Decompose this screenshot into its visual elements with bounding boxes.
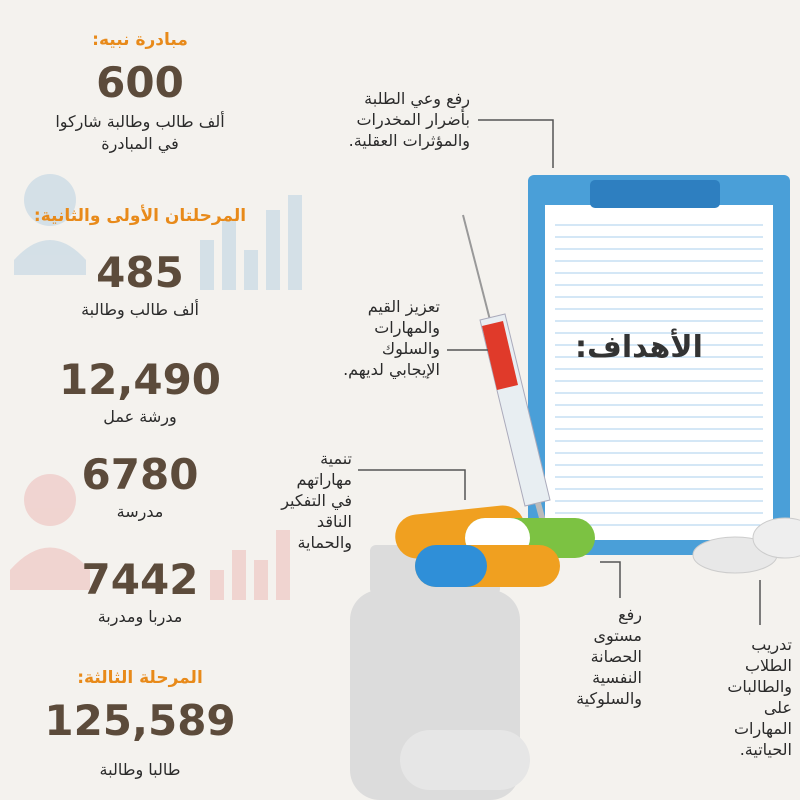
goal-line: والسلوك <box>381 339 440 358</box>
goal-line: على <box>763 698 792 717</box>
tablets <box>692 517 800 574</box>
stat-number: 485 <box>96 248 184 297</box>
clip <box>590 180 720 208</box>
stat-number: 6780 <box>81 450 199 499</box>
leader-lines <box>358 119 761 625</box>
heading: مبادرة نبيه: <box>92 30 188 50</box>
goal-line: الطلاب <box>744 656 792 675</box>
stat-caption: ورشة عمل <box>103 407 177 426</box>
goal-line: النفسية <box>592 668 642 687</box>
goal-line: والطالبات <box>727 677 792 696</box>
stat-number: 7442 <box>81 555 199 604</box>
goal-line: في التفكير <box>281 491 352 510</box>
goal-line: والمهارات <box>374 318 440 337</box>
goal-line: والمؤثرات العقلية. <box>348 131 470 150</box>
goal-line: رفع وعي الطلبة <box>364 89 470 108</box>
goal-line: تعزيز القيم <box>367 297 440 316</box>
paper <box>545 205 773 540</box>
goal-line: والحماية <box>297 533 352 552</box>
heading: المرحلة الثالثة: <box>77 668 203 688</box>
goal-line: مهاراتهم <box>296 470 352 489</box>
goal-line: المهارات <box>733 719 792 738</box>
capsules <box>395 505 595 587</box>
heading: المرحلتان الأولى والثانية: <box>33 206 247 226</box>
goal-line: الحياتية. <box>739 740 792 759</box>
stat-caption: ألف طالب وطالبة <box>81 300 199 319</box>
goal-line: الناقد <box>316 512 352 531</box>
stat-number: 600 <box>96 58 184 107</box>
goal-line: بأضرار المخدرات <box>356 110 470 129</box>
goal-line: تدريب <box>751 635 792 654</box>
goal-line: الإيجابي لديهم. <box>343 360 440 379</box>
goal-line: والسلوكية <box>576 689 642 708</box>
stat-number: 12,490 <box>58 355 222 404</box>
stat-caption: في المبادرة <box>101 134 179 153</box>
stat-caption: ألف طالب وطالبة شاركوا <box>55 112 225 131</box>
stat-caption: مدرسة <box>116 502 164 521</box>
background-icons <box>10 174 302 600</box>
goal-line: الحصانة <box>590 647 642 666</box>
goals-title: الأهداف: <box>575 330 703 365</box>
stat-caption: مدربا ومدربة <box>97 607 183 626</box>
stat-number: 125,589 <box>44 696 236 745</box>
paper-lines <box>555 224 763 526</box>
goal-line: مستوى <box>593 626 642 645</box>
goal-line: رفع <box>618 605 642 624</box>
goal-line: تنمية <box>320 449 352 468</box>
stat-caption: طالبا وطالبة <box>99 760 181 779</box>
